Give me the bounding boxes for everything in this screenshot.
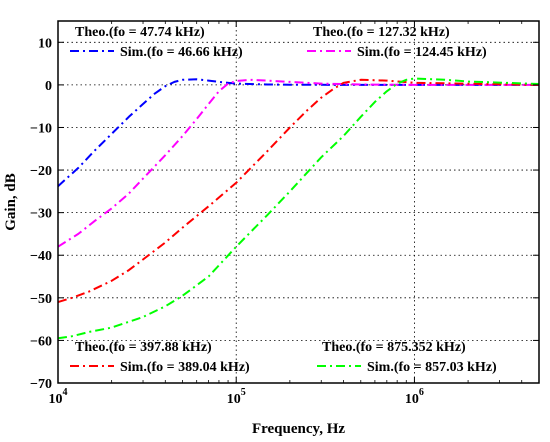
x-axis-label: Frequency, Hz (252, 421, 345, 437)
series-line-1 (57, 78, 539, 187)
y-tick-label: −30 (30, 207, 52, 222)
legend-sim-label: Sim.(fo = 124.45 kHz) (357, 45, 487, 60)
y-tick-label: −20 (30, 164, 52, 179)
x-tick-label: 105 (227, 387, 246, 407)
data-series (57, 77, 540, 340)
legend-theo-label: Theo.(fo = 127.32 kHz) (313, 25, 450, 40)
plot-frame (57, 20, 540, 384)
legend-sim-label: Sim.(fo = 857.03 kHz) (367, 360, 497, 375)
y-tick-label: 0 (45, 79, 52, 94)
legend-sim-label: Sim.(fo = 389.04 kHz) (120, 360, 250, 375)
y-axis-label: Gain, dB (3, 173, 19, 231)
y-tick-label: −70 (30, 377, 52, 392)
legend-theo-label: Theo.(fo = 875.352 kHz) (322, 340, 466, 355)
grid-lines (58, 21, 539, 383)
legend-sim-label: Sim.(fo = 46.66 kHz) (120, 45, 243, 60)
series-line-3 (57, 78, 540, 304)
y-tick-label: −50 (30, 292, 52, 307)
y-tick-label: −60 (30, 334, 52, 349)
series-line-2 (57, 78, 539, 248)
legend-theo-label: Theo.(fo = 397.88 kHz) (75, 340, 212, 355)
y-tick-label: 10 (38, 36, 52, 51)
y-tick-label: −10 (30, 121, 52, 136)
legend: Theo.(fo = 47.74 kHz) Sim.(fo = 46.66 kHz… (70, 25, 497, 375)
legend-theo-label: Theo.(fo = 47.74 kHz) (75, 25, 205, 40)
x-tick-label: 106 (405, 387, 424, 407)
series-line-4 (57, 77, 540, 340)
x-tick-label: 104 (49, 387, 68, 407)
y-tick-label: −40 (30, 249, 52, 264)
